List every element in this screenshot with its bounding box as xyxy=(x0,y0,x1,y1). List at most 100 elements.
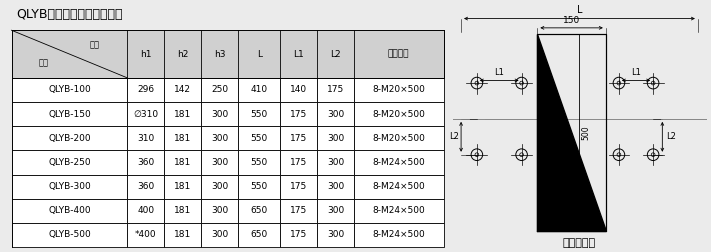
Bar xyxy=(280,126,317,150)
Text: 300: 300 xyxy=(211,182,228,191)
Bar xyxy=(164,126,201,150)
Bar xyxy=(201,102,238,126)
Bar xyxy=(201,223,238,247)
Bar xyxy=(11,223,127,247)
Text: h3: h3 xyxy=(214,50,225,58)
Bar xyxy=(11,150,127,175)
Text: QLYB-500: QLYB-500 xyxy=(48,230,91,239)
Bar xyxy=(11,78,127,102)
Text: 8-M24×500: 8-M24×500 xyxy=(373,182,425,191)
Text: 250: 250 xyxy=(211,85,228,94)
Text: L1: L1 xyxy=(293,50,304,58)
Text: 8-M20×500: 8-M20×500 xyxy=(373,110,425,119)
Text: L2: L2 xyxy=(449,132,459,141)
Text: 181: 181 xyxy=(174,230,191,239)
Text: 181: 181 xyxy=(174,206,191,215)
Text: L2: L2 xyxy=(330,50,341,58)
Bar xyxy=(354,126,444,150)
Bar xyxy=(238,223,280,247)
Bar xyxy=(127,78,164,102)
Text: 181: 181 xyxy=(174,182,191,191)
Text: 142: 142 xyxy=(174,85,191,94)
Bar xyxy=(354,150,444,175)
Text: 410: 410 xyxy=(250,85,268,94)
Text: 650: 650 xyxy=(250,206,268,215)
Text: 300: 300 xyxy=(327,110,344,119)
Bar xyxy=(164,150,201,175)
Text: 550: 550 xyxy=(250,158,268,167)
Text: *400: *400 xyxy=(135,230,156,239)
Bar xyxy=(11,102,127,126)
Bar xyxy=(164,78,201,102)
Bar xyxy=(164,175,201,199)
Text: 地脚螺栓: 地脚螺栓 xyxy=(388,50,410,58)
Text: QLYB-150: QLYB-150 xyxy=(48,110,91,119)
Text: 8-M24×500: 8-M24×500 xyxy=(373,206,425,215)
Text: 8-M20×500: 8-M20×500 xyxy=(373,134,425,143)
Text: 8-M24×500: 8-M24×500 xyxy=(373,230,425,239)
Text: 140: 140 xyxy=(290,85,307,94)
Text: h1: h1 xyxy=(140,50,151,58)
Bar xyxy=(127,126,164,150)
Bar xyxy=(354,223,444,247)
Text: 300: 300 xyxy=(327,158,344,167)
Bar xyxy=(238,126,280,150)
Text: 型号: 型号 xyxy=(39,58,49,68)
Bar xyxy=(317,175,354,199)
Text: 300: 300 xyxy=(327,134,344,143)
Bar xyxy=(238,102,280,126)
Text: 296: 296 xyxy=(137,85,154,94)
Bar xyxy=(127,102,164,126)
Text: 参数: 参数 xyxy=(90,41,100,50)
Bar xyxy=(317,199,354,223)
Text: 300: 300 xyxy=(211,206,228,215)
Bar xyxy=(354,199,444,223)
Text: ∅310: ∅310 xyxy=(133,110,159,119)
Bar xyxy=(11,126,127,150)
Bar xyxy=(317,150,354,175)
Bar xyxy=(280,102,317,126)
Text: 300: 300 xyxy=(327,206,344,215)
Text: QLYB-200: QLYB-200 xyxy=(48,134,91,143)
Bar xyxy=(238,175,280,199)
Text: 400: 400 xyxy=(137,206,154,215)
Text: 150: 150 xyxy=(563,16,580,25)
Text: 181: 181 xyxy=(174,134,191,143)
Text: 300: 300 xyxy=(327,182,344,191)
Text: L: L xyxy=(577,5,582,15)
Bar xyxy=(317,126,354,150)
Bar xyxy=(201,126,238,150)
Text: L: L xyxy=(257,50,262,58)
Text: QLYB-300: QLYB-300 xyxy=(48,182,91,191)
Text: 550: 550 xyxy=(250,134,268,143)
Text: 8-M20×500: 8-M20×500 xyxy=(373,85,425,94)
Bar xyxy=(317,78,354,102)
Text: QLYB-100: QLYB-100 xyxy=(48,85,91,94)
Bar xyxy=(164,199,201,223)
Bar xyxy=(127,150,164,175)
Text: 175: 175 xyxy=(290,158,307,167)
Text: 181: 181 xyxy=(174,158,191,167)
Text: 300: 300 xyxy=(327,230,344,239)
Text: L1: L1 xyxy=(631,68,641,77)
Text: h2: h2 xyxy=(177,50,188,58)
Bar xyxy=(127,199,164,223)
Text: 300: 300 xyxy=(211,110,228,119)
Bar xyxy=(280,223,317,247)
Bar xyxy=(238,78,280,102)
Text: 300: 300 xyxy=(211,230,228,239)
Text: 8-M24×500: 8-M24×500 xyxy=(373,158,425,167)
Bar xyxy=(201,78,238,102)
Text: 175: 175 xyxy=(290,206,307,215)
Bar xyxy=(164,223,201,247)
Text: 175: 175 xyxy=(290,134,307,143)
Text: 175: 175 xyxy=(327,85,344,94)
Bar xyxy=(127,175,164,199)
Bar xyxy=(238,150,280,175)
Text: 基础布置图: 基础布置图 xyxy=(563,238,596,248)
Text: QLYB-400: QLYB-400 xyxy=(48,206,91,215)
Text: 300: 300 xyxy=(211,158,228,167)
Bar xyxy=(201,150,238,175)
Bar xyxy=(354,175,444,199)
Bar xyxy=(11,30,444,78)
